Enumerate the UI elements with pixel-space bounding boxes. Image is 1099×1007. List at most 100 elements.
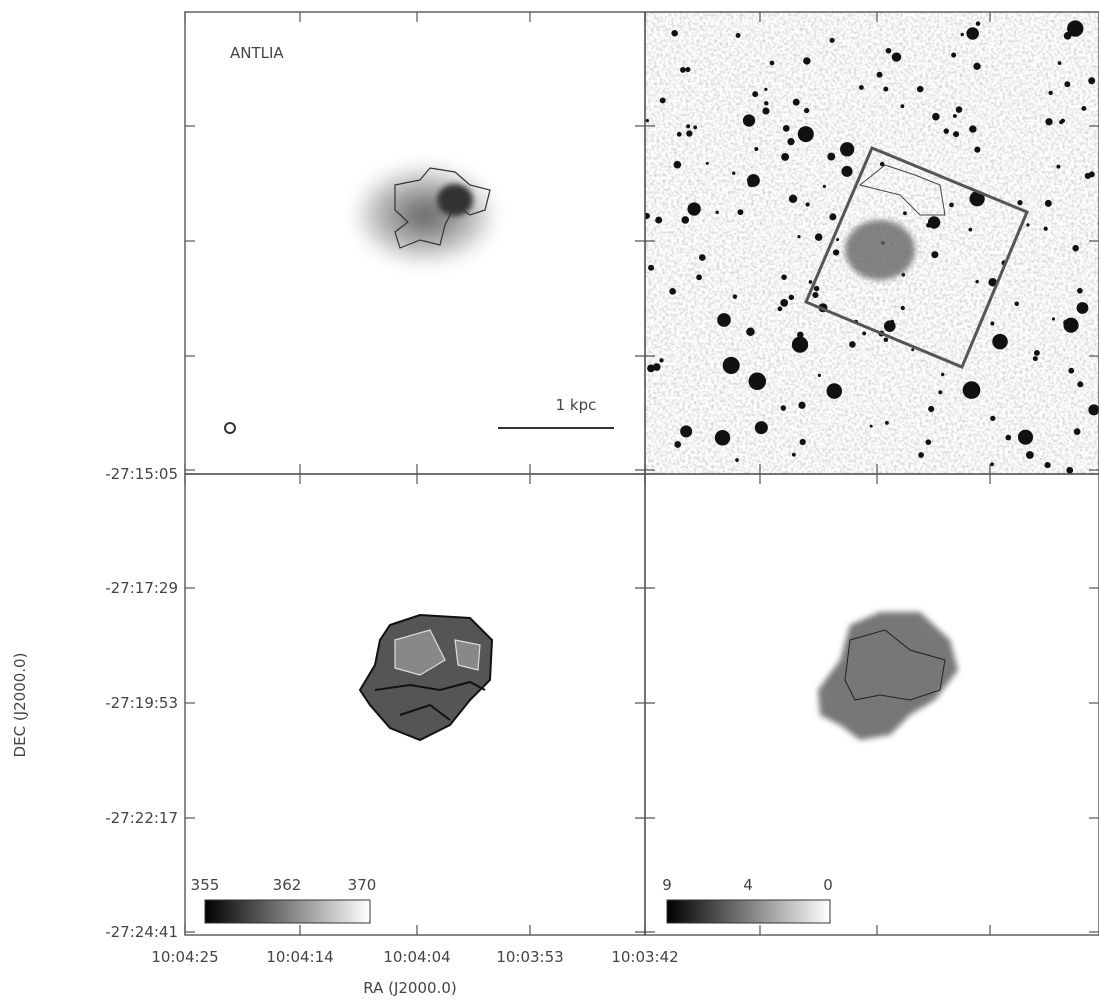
- star: [1068, 367, 1075, 374]
- star: [938, 390, 943, 395]
- star: [791, 336, 809, 353]
- star: [1057, 61, 1062, 65]
- star: [671, 29, 678, 37]
- star: [808, 280, 813, 284]
- star: [680, 425, 693, 438]
- star: [781, 274, 787, 280]
- star: [1077, 287, 1083, 294]
- star: [1045, 118, 1053, 126]
- star: [686, 130, 693, 137]
- x-axis-label: RA (J2000.0): [363, 979, 456, 997]
- colorbar-label: 4: [743, 876, 753, 894]
- star: [669, 287, 676, 295]
- star: [645, 212, 650, 220]
- star: [764, 87, 768, 91]
- star: [748, 372, 767, 391]
- x-tick-label: 10:04:04: [383, 948, 450, 966]
- star: [804, 107, 810, 114]
- star: [1026, 223, 1030, 227]
- star: [962, 381, 981, 399]
- star: [1077, 381, 1084, 388]
- star: [1081, 106, 1087, 111]
- star: [1048, 90, 1053, 96]
- star: [1044, 461, 1051, 469]
- star: [781, 153, 790, 161]
- star: [916, 85, 924, 93]
- x-tick-label: 10:04:25: [151, 948, 218, 966]
- star: [673, 160, 682, 169]
- star: [792, 98, 800, 106]
- star: [659, 358, 664, 363]
- y-tick-label: -27:17:29: [105, 579, 178, 597]
- star: [696, 274, 703, 281]
- star: [1067, 20, 1084, 37]
- star: [862, 331, 867, 336]
- star: [1076, 302, 1089, 314]
- star: [1017, 429, 1034, 445]
- star: [698, 254, 706, 261]
- star: [797, 126, 814, 143]
- star: [797, 235, 801, 239]
- star: [747, 174, 760, 187]
- star: [735, 32, 741, 38]
- star: [883, 86, 889, 92]
- star: [803, 57, 811, 65]
- star: [780, 405, 787, 411]
- star: [1033, 349, 1040, 356]
- contour: [374, 680, 486, 721]
- y-tick-label: -27:22:17: [105, 809, 178, 827]
- star: [869, 424, 873, 428]
- star: [764, 101, 769, 106]
- star: [1064, 81, 1071, 88]
- star: [928, 405, 935, 413]
- star: [890, 319, 895, 324]
- star: [1066, 466, 1074, 474]
- star: [716, 435, 723, 442]
- star: [777, 306, 783, 312]
- star: [685, 66, 691, 73]
- colorbar-label: 355: [191, 876, 220, 894]
- star: [788, 194, 798, 204]
- galaxy-peak: [437, 184, 473, 216]
- star: [769, 60, 775, 66]
- star: [812, 291, 819, 299]
- star: [973, 62, 981, 71]
- star: [659, 97, 666, 104]
- star: [787, 138, 795, 146]
- y-tick-label: -27:24:41: [105, 923, 178, 941]
- star: [732, 294, 738, 299]
- x-tick-label: 10:03:53: [496, 948, 563, 966]
- star: [931, 251, 939, 259]
- star: [829, 213, 837, 221]
- star: [827, 152, 836, 161]
- star: [900, 104, 905, 109]
- star: [1063, 31, 1072, 40]
- star: [992, 333, 1008, 350]
- stars: [645, 20, 1099, 474]
- colorbar-label: 362: [273, 876, 302, 894]
- star: [1044, 199, 1052, 207]
- star: [735, 458, 739, 462]
- y-tick-label: -27:19:53: [105, 694, 178, 712]
- contour: [394, 167, 491, 249]
- star: [974, 146, 981, 153]
- star: [737, 209, 744, 216]
- star: [655, 216, 663, 224]
- panel-frame: [644, 473, 1099, 936]
- star: [752, 91, 759, 98]
- star: [648, 264, 655, 271]
- star: [1088, 404, 1099, 416]
- panel-optical: [645, 12, 1099, 474]
- contour: [394, 629, 481, 676]
- scale-bar-label: 1 kpc: [556, 396, 597, 414]
- x-tick-label: 10:04:14: [266, 948, 333, 966]
- star: [949, 202, 954, 208]
- star: [780, 299, 789, 307]
- star: [742, 114, 756, 127]
- star: [988, 277, 997, 287]
- star: [836, 238, 840, 242]
- star: [990, 321, 995, 326]
- star: [674, 441, 682, 448]
- star: [732, 171, 736, 175]
